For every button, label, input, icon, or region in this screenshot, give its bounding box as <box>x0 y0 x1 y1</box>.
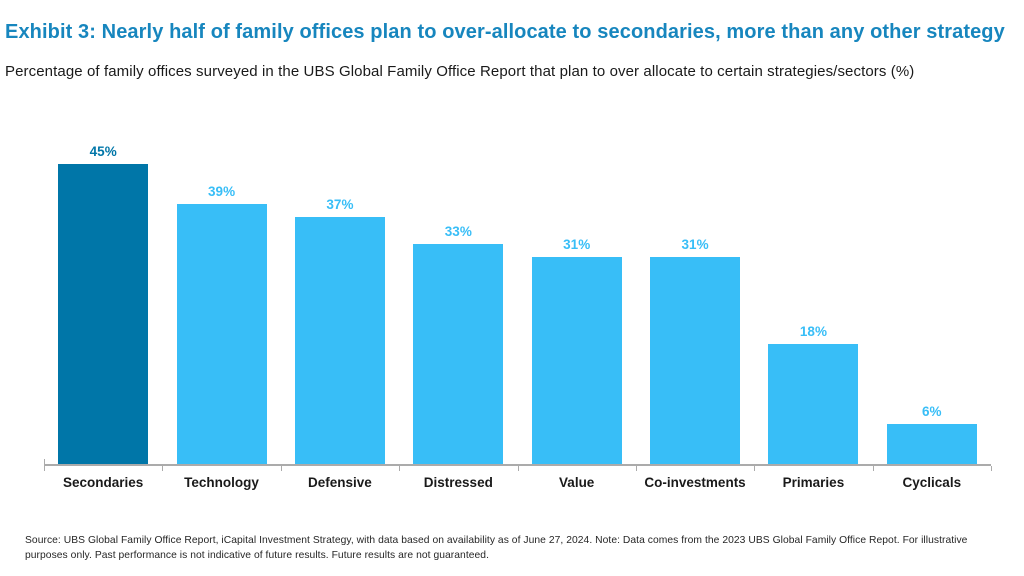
source-note: Source: UBS Global Family Office Report,… <box>25 535 968 562</box>
bar-cyclicals <box>886 424 977 464</box>
bar-column-value: 31% <box>518 130 636 464</box>
bar-distressed <box>413 244 504 464</box>
plot-area: 45% 39% 37% 33% 31% 31% 18% 6% <box>44 130 992 471</box>
bar-value-label: 31% <box>681 237 709 253</box>
chart-header: Exhibit 3: Nearly half of family offices… <box>5 20 1019 80</box>
bar-chart: 45% 39% 37% 33% 31% 31% 18% 6% Secondaries Techn… <box>44 130 992 490</box>
bar-value-label: 33% <box>444 224 472 239</box>
bar-column-defensive: 37% <box>281 130 399 464</box>
bar-co-investments <box>650 257 741 464</box>
axis-left-stub <box>44 459 45 464</box>
category-axis: Secondaries Technology Defensive Distressed… <box>44 475 991 490</box>
bar-column-secondaries: 45% <box>44 130 162 464</box>
bar-primaries <box>768 344 859 464</box>
category-label-co-investments: Co-investments <box>644 475 746 490</box>
axis-tick <box>399 466 401 471</box>
category-label-distressed: Distressed <box>423 475 493 490</box>
bar-column-distressed: 33% <box>399 130 517 464</box>
bar-secondaries <box>58 164 149 464</box>
bar-value-label: 18% <box>799 324 827 339</box>
exhibit-subtitle: Percentage of family offices surveyed in… <box>5 63 915 80</box>
category-label-technology: Technology <box>184 475 259 490</box>
exhibit-title: Exhibit 3: Nearly half of family offices… <box>5 21 1005 43</box>
bar-value-label: 31% <box>563 237 591 253</box>
axis-tick <box>754 466 756 471</box>
axis-tick <box>872 466 874 471</box>
bar-value-label: 37% <box>326 197 354 213</box>
category-label-primaries: Primaries <box>782 475 845 490</box>
category-label-defensive: Defensive <box>308 475 372 490</box>
bar-value-label: 45% <box>89 144 117 159</box>
category-label-value: Value <box>559 475 595 490</box>
bar-column-cyclicals: 6% <box>873 130 991 464</box>
bar-column-primaries: 18% <box>754 130 872 464</box>
category-label-cyclicals: Cyclicals <box>902 475 962 490</box>
axis-tick <box>635 466 637 471</box>
axis-tick <box>517 466 519 471</box>
bar-value-label: 6% <box>922 404 942 419</box>
bar-column-co-investments: 31% <box>636 130 754 464</box>
bar-defensive <box>294 217 385 464</box>
axis-tick <box>280 466 282 471</box>
category-label-secondaries: Secondaries <box>63 475 144 490</box>
bar-technology <box>176 204 267 464</box>
axis-tick <box>44 466 45 471</box>
bar-value-label: 39% <box>208 184 236 199</box>
bar-value <box>531 257 622 464</box>
bar-column-technology: 39% <box>162 130 280 464</box>
axis-tick <box>162 466 164 471</box>
axis-tick <box>991 466 992 471</box>
